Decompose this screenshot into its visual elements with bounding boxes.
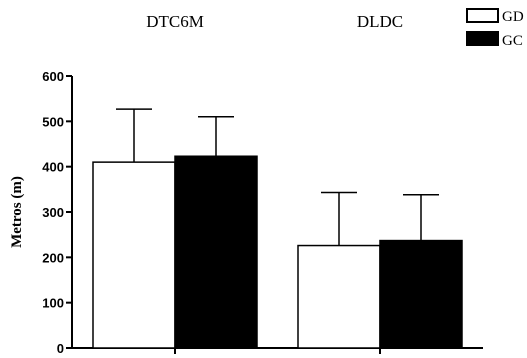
y-tick-label: 500 — [42, 114, 64, 129]
legend-swatch-gd — [466, 8, 499, 23]
y-tick-label: 400 — [42, 160, 64, 175]
category-label-dtc6m: DTC6M — [146, 12, 204, 31]
legend-label-gc: GC — [502, 33, 523, 49]
bar-gc-dldc — [379, 239, 463, 349]
bar-gd-dtc6m — [92, 161, 176, 349]
y-tick-label: 300 — [42, 205, 64, 220]
bars — [92, 108, 463, 349]
bar-gc-dtc6m — [174, 155, 258, 349]
legend-label-gd: GD — [502, 9, 524, 25]
category-label-dldc: DLDC — [357, 12, 403, 31]
y-axis-label: Metros (m) — [9, 176, 25, 248]
y-tick-label: 0 — [57, 341, 64, 356]
y-tick-label: 600 — [42, 69, 64, 84]
category-labels: DTC6M DLDC — [146, 12, 403, 31]
legend: GD GC — [466, 8, 524, 49]
legend-swatch-gc — [466, 31, 499, 46]
bar-gd-dldc — [297, 244, 381, 349]
y-tick-label: 100 — [42, 296, 64, 311]
y-tick-label: 200 — [42, 250, 64, 265]
